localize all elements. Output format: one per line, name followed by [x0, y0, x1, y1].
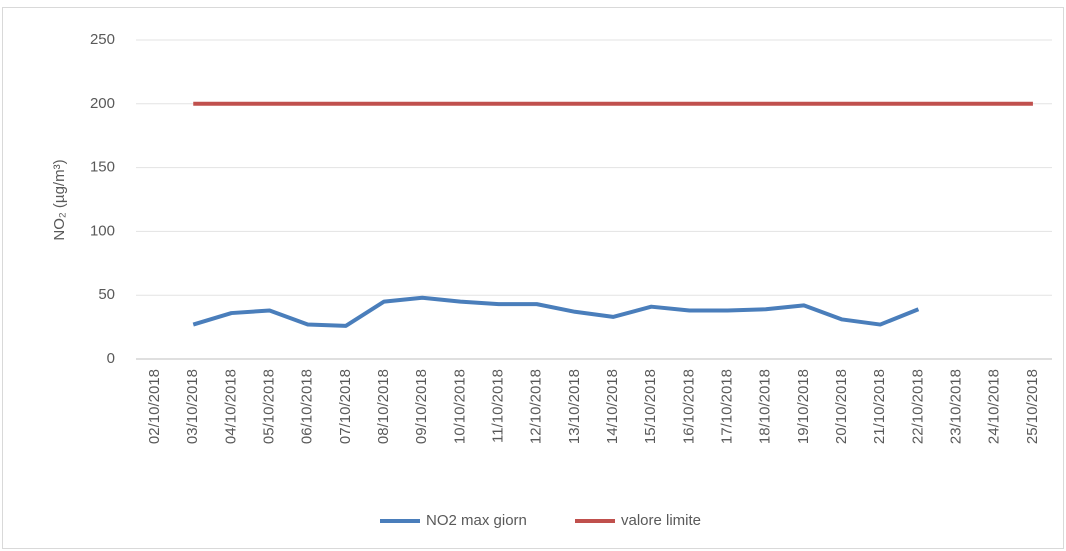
legend-label: NO2 max giorn [426, 512, 527, 529]
x-tick-label: 08/10/2018 [375, 369, 392, 444]
x-tick-label: 16/10/2018 [680, 369, 697, 444]
x-tick-label: 17/10/2018 [719, 369, 736, 444]
y-axis-label: NO₂ (µg/m³) [51, 159, 68, 240]
x-tick-label: 03/10/2018 [184, 369, 201, 444]
y-tick-label: 0 [107, 350, 115, 367]
x-tick-label: 13/10/2018 [566, 369, 583, 444]
x-tick-label: 15/10/2018 [642, 369, 659, 444]
legend-label: valore limite [621, 512, 701, 529]
x-tick-label: 14/10/2018 [604, 369, 621, 444]
line-series [192, 295, 920, 328]
y-tick-label: 200 [90, 95, 115, 112]
x-tick-label: 21/10/2018 [871, 369, 888, 444]
x-tick-label: 22/10/2018 [909, 369, 926, 444]
x-tick-label: 10/10/2018 [451, 369, 468, 444]
x-tick-label: 05/10/2018 [261, 369, 278, 444]
x-tick-label: 07/10/2018 [337, 369, 354, 444]
x-tick-label: 06/10/2018 [299, 369, 316, 444]
y-tick-label: 150 [90, 159, 115, 176]
y-tick-label: 50 [98, 286, 115, 303]
x-tick-label: 12/10/2018 [528, 369, 545, 444]
x-tick-label: 24/10/2018 [986, 369, 1003, 444]
x-tick-label: 19/10/2018 [795, 369, 812, 444]
x-tick-label: 18/10/2018 [757, 369, 774, 444]
x-tick-label: 09/10/2018 [413, 369, 430, 444]
y-tick-label: 250 [90, 31, 115, 48]
x-tick-label: 02/10/2018 [146, 369, 163, 444]
x-tick-label: 11/10/2018 [490, 369, 507, 443]
chart-border [2, 7, 1064, 549]
x-tick-label: 23/10/2018 [948, 369, 965, 444]
x-tick-label: 25/10/2018 [1024, 369, 1041, 444]
x-tick-label: 20/10/2018 [833, 369, 850, 444]
y-tick-label: 100 [90, 222, 115, 239]
x-tick-label: 04/10/2018 [222, 369, 239, 444]
